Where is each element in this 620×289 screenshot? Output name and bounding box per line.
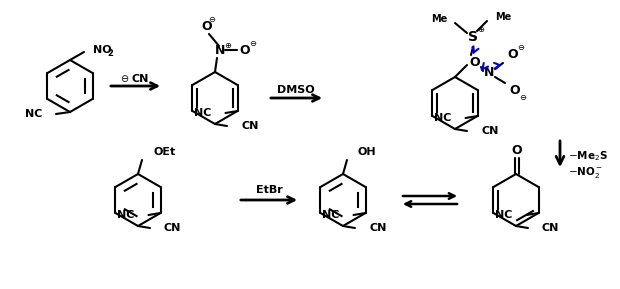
Text: CN: CN <box>241 121 259 131</box>
Text: $\oplus$: $\oplus$ <box>224 40 232 49</box>
Text: 2: 2 <box>107 49 113 58</box>
Text: O: O <box>240 44 250 57</box>
Text: NC: NC <box>322 210 340 220</box>
Text: O: O <box>202 21 212 34</box>
Text: NC: NC <box>194 108 211 118</box>
Text: NC: NC <box>434 113 451 123</box>
Text: S: S <box>468 30 478 44</box>
Text: $-$Me$_2$S: $-$Me$_2$S <box>568 149 608 163</box>
Text: N: N <box>484 66 494 79</box>
Text: NC: NC <box>25 109 42 119</box>
Text: DMSO: DMSO <box>277 85 315 95</box>
Text: EtBr: EtBr <box>255 185 282 195</box>
Text: CN: CN <box>481 126 498 136</box>
Text: $\ominus$: $\ominus$ <box>208 14 216 23</box>
Text: Me: Me <box>495 12 512 22</box>
Text: $-$NO$_2^-$: $-$NO$_2^-$ <box>568 164 603 179</box>
Text: $\oplus$: $\oplus$ <box>477 25 485 34</box>
Text: CN: CN <box>542 223 559 233</box>
Text: $\ominus$: $\ominus$ <box>517 42 525 51</box>
Text: N: N <box>215 45 225 58</box>
Text: $\ominus$: $\ominus$ <box>249 40 257 49</box>
Text: CN: CN <box>164 223 182 233</box>
Text: CN: CN <box>369 223 386 233</box>
Text: O: O <box>508 49 518 62</box>
Text: O: O <box>470 57 480 69</box>
Text: $\ominus$: $\ominus$ <box>120 73 130 84</box>
Text: $\ominus$: $\ominus$ <box>519 92 527 101</box>
Text: OH: OH <box>357 147 376 157</box>
Text: OEt: OEt <box>154 147 176 157</box>
Text: Me: Me <box>431 14 447 24</box>
Text: NC: NC <box>117 210 135 220</box>
Text: O: O <box>510 84 520 97</box>
Text: NO: NO <box>93 45 112 55</box>
Text: NC: NC <box>495 210 513 220</box>
Text: CN: CN <box>131 74 149 84</box>
Text: O: O <box>512 144 522 157</box>
